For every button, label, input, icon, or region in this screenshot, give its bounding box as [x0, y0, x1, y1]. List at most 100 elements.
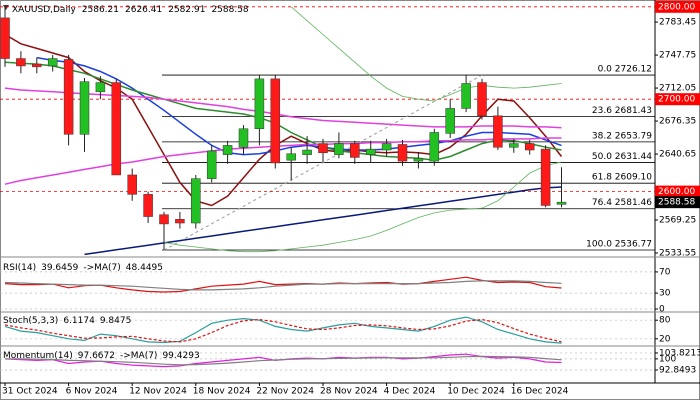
candle-body: [159, 214, 169, 225]
candle-body: [524, 143, 535, 151]
candle-body: [540, 148, 551, 206]
moving-average-line: [4, 61, 562, 161]
series-last-value: 97.6672: [78, 351, 115, 361]
candle-body: [493, 115, 503, 148]
x-tick-label: 31 Oct 2024: [2, 387, 58, 397]
ohlc-value: 2582.91: [168, 5, 205, 15]
candle-body: [334, 143, 344, 155]
candle-body: [63, 59, 74, 135]
y-tick-label: 2533.55: [659, 248, 696, 258]
candle-body: [381, 143, 392, 151]
indicator-line: [4, 316, 562, 344]
panel-title: XAUUSD,Daily: [12, 5, 76, 15]
current-price-box: [655, 196, 700, 209]
y-tick-label: 2783.45: [659, 18, 696, 28]
candle-body: [111, 82, 122, 176]
moving-average-line: [163, 161, 562, 253]
ohlc-value: 2626.41: [125, 5, 162, 15]
y-tick-label: 20: [659, 334, 671, 344]
indicator-line: [5, 355, 562, 366]
y-tick-label: 2712.05: [659, 84, 696, 94]
fib-label: 61.8 2609.10: [592, 173, 652, 183]
indicator-line: [4, 280, 562, 291]
fib-trend-line: [163, 74, 483, 251]
panel-header: RSI(14) 39.6459 ->MA(7) 48.4495: [3, 263, 163, 273]
candle-body: [556, 201, 567, 205]
panel-title: Stoch(5,3,3): [3, 316, 58, 326]
candle-body: [175, 219, 185, 224]
panel-title: Momentum(14): [3, 351, 73, 361]
y-tick-label: 0: [659, 305, 665, 315]
level-label-box: [655, 0, 700, 13]
level-label: 2600.00: [658, 187, 695, 197]
series-last-value: 48.4495: [126, 263, 163, 273]
candle-body: [302, 149, 312, 155]
candle-body: [143, 194, 153, 217]
candle-body: [477, 82, 487, 117]
x-tick-label: 18 Nov 2024: [193, 387, 251, 397]
candle-body: [32, 63, 42, 68]
moving-average-line: [4, 137, 562, 185]
y-tick-label: 70: [659, 267, 671, 277]
y-tick-label: 30: [659, 289, 671, 299]
candle-body: [286, 153, 296, 161]
fib-label: 76.4 2581.46: [592, 198, 652, 208]
symbol-icon: [3, 5, 9, 10]
candle-body: [191, 178, 201, 224]
series-name: ->MA(7): [120, 351, 157, 361]
panel-title: RSI(14): [3, 263, 36, 273]
candle-body: [254, 78, 265, 130]
candle-body: [127, 174, 137, 195]
panel-header: Stoch(5,3,3) 6.1174 9.8475: [3, 316, 131, 326]
panel-header: Momentum(14) 97.6672 ->MA(7) 99.4293: [3, 351, 200, 361]
candle-body: [461, 83, 471, 109]
x-tick-label: 28 Nov 2024: [320, 387, 378, 397]
candle-body: [16, 58, 26, 67]
candle-body: [0, 17, 10, 59]
fib-label: 100.0 2536.77: [586, 240, 652, 250]
series-name: ->MA(7): [83, 263, 120, 273]
y-tick-label: 103.8213: [659, 348, 700, 358]
x-tick-label: 12 Nov 2024: [129, 387, 187, 397]
candle-body: [95, 82, 106, 93]
x-tick-label: 10 Dec 2024: [447, 387, 505, 397]
y-tick-label: 80: [659, 316, 671, 326]
candle-body: [79, 81, 90, 135]
candle-body: [47, 58, 58, 67]
x-tick-label: 4 Dec 2024: [384, 387, 436, 397]
moving-average-line: [4, 87, 562, 129]
candle-body: [318, 143, 328, 154]
series-last-value: 9.8475: [100, 316, 132, 326]
y-tick-label: 92.8493: [659, 365, 696, 375]
level-label: 2800.00: [658, 2, 695, 12]
fib-label: 50.0 2631.44: [592, 152, 652, 162]
level-label-box: [655, 93, 700, 106]
x-tick-label: 22 Nov 2024: [256, 387, 314, 397]
candle-body: [222, 145, 233, 155]
y-tick-label: 100: [659, 354, 676, 364]
indicator-line: [4, 318, 562, 343]
series-last-value: 39.6459: [41, 263, 78, 273]
y-tick-label: 2640.65: [659, 150, 696, 160]
moving-average-line: [36, 56, 562, 156]
moving-average-line: [4, 33, 563, 207]
candle-body: [238, 128, 249, 148]
candle-body: [445, 108, 455, 134]
candle-body: [270, 78, 281, 164]
level-label-box: [655, 185, 700, 198]
fib-label: 0.0 2726.12: [598, 65, 652, 75]
series-last-value: 99.4293: [162, 351, 199, 361]
candle-body: [365, 148, 376, 155]
y-tick-label: 2569.25: [659, 216, 696, 226]
level-label: 2700.00: [658, 95, 695, 105]
panel-header: XAUUSD,Daily 2586.21 2626.41 2582.91 2588.58: [12, 5, 249, 15]
current-price-label: 2588.58: [658, 198, 695, 208]
candle-body: [509, 143, 519, 148]
candle-body: [397, 144, 408, 162]
moving-average-line: [290, 6, 562, 102]
candle-body: [350, 143, 360, 158]
ohlc-value: 2588.58: [211, 5, 248, 15]
